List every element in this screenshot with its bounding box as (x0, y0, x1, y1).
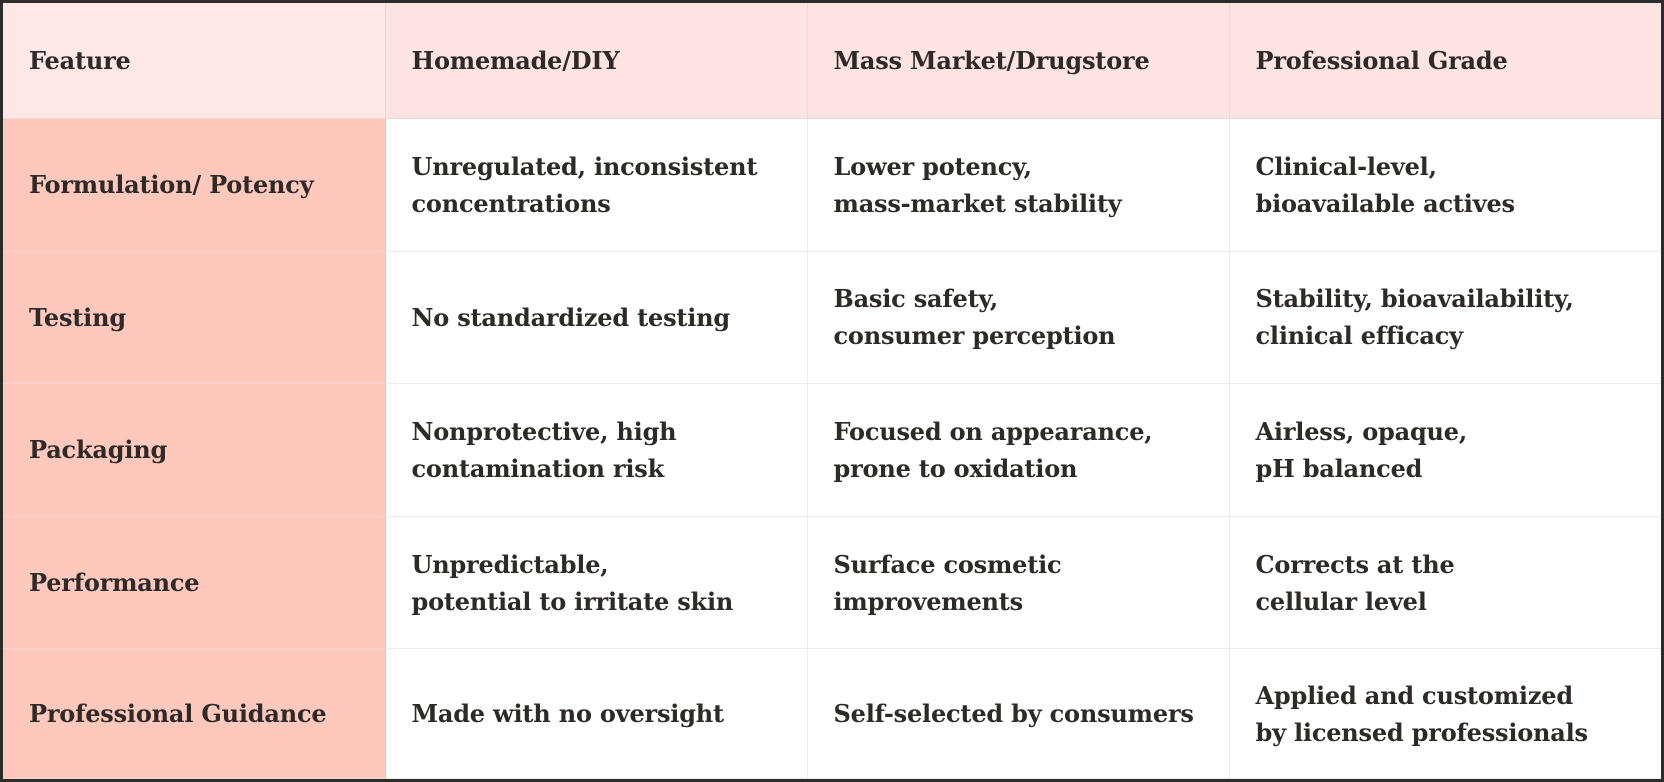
table-cell: Applied and customized by licensed profe… (1229, 648, 1661, 779)
header-mass-market: Mass Market/Drugstore (807, 3, 1230, 119)
header-professional-grade: Professional Grade (1229, 3, 1661, 119)
table-cell: Unregulated, inconsistent concentrations (385, 118, 808, 252)
header-homemade-diy: Homemade/DIY (385, 3, 808, 119)
row-label-packaging: Packaging (3, 383, 386, 517)
cell-text: Clinical-level, bioavailable actives (1255, 151, 1516, 218)
table-row: Testing No standardized testing Basic sa… (3, 251, 1661, 385)
table-cell: Made with no oversight (385, 648, 808, 779)
cell-text: Surface cosmetic improvements (833, 549, 1062, 616)
cell-text: Corrects at the cellular level (1255, 549, 1455, 616)
cell-text: Focused on appearance, prone to oxidatio… (833, 416, 1153, 483)
cell-text: Lower potency, mass-market stability (833, 151, 1122, 218)
row-label-professional-guidance: Professional Guidance (3, 648, 386, 779)
table-cell: Surface cosmetic improvements (807, 516, 1230, 650)
cell-text: Applied and customized by licensed profe… (1255, 680, 1589, 747)
table-row: Performance Unpredictable, potential to … (3, 516, 1661, 650)
header-row: Feature Homemade/DIY Mass Market/Drugsto… (3, 3, 1661, 119)
table-cell: Airless, opaque, pH balanced (1229, 383, 1661, 517)
table-body: Formulation/ Potency Unregulated, incons… (3, 118, 1661, 779)
table-cell: Lower potency, mass-market stability (807, 118, 1230, 252)
cell-text: Unpredictable, potential to irritate ski… (411, 549, 734, 616)
table-cell: Focused on appearance, prone to oxidatio… (807, 383, 1230, 517)
table-row: Professional Guidance Made with no overs… (3, 648, 1661, 779)
cell-text: Basic safety, consumer perception (833, 284, 1116, 351)
cell-text: Nonprotective, high contamination risk (411, 416, 677, 483)
table-cell: Clinical-level, bioavailable actives (1229, 118, 1661, 252)
cell-text: Unregulated, inconsistent concentrations (411, 151, 758, 218)
table-cell: Unpredictable, potential to irritate ski… (385, 516, 808, 650)
table-cell: Stability, bioavailability, clinical eff… (1229, 251, 1661, 385)
comparison-table-container: Feature Homemade/DIY Mass Market/Drugsto… (3, 3, 1661, 779)
table-header: Feature Homemade/DIY Mass Market/Drugsto… (3, 3, 1661, 119)
cell-text: Made with no oversight (411, 699, 725, 729)
table-row: Formulation/ Potency Unregulated, incons… (3, 118, 1661, 252)
header-feature: Feature (3, 3, 386, 119)
row-label-formulation: Formulation/ Potency (3, 118, 386, 252)
table-cell: No standardized testing (385, 251, 808, 385)
table-cell: Nonprotective, high contamination risk (385, 383, 808, 517)
comparison-table: Feature Homemade/DIY Mass Market/Drugsto… (3, 3, 1661, 779)
table-cell: Self-selected by consumers (807, 648, 1230, 779)
cell-text: No standardized testing (411, 302, 731, 332)
table-cell: Basic safety, consumer perception (807, 251, 1230, 385)
cell-text: Self-selected by consumers (833, 699, 1194, 729)
cell-text: Airless, opaque, pH balanced (1255, 416, 1468, 483)
row-label-testing: Testing (3, 251, 386, 385)
row-label-performance: Performance (3, 516, 386, 650)
cell-text: Stability, bioavailability, clinical eff… (1255, 284, 1574, 351)
table-cell: Corrects at the cellular level (1229, 516, 1661, 650)
table-row: Packaging Nonprotective, high contaminat… (3, 383, 1661, 517)
